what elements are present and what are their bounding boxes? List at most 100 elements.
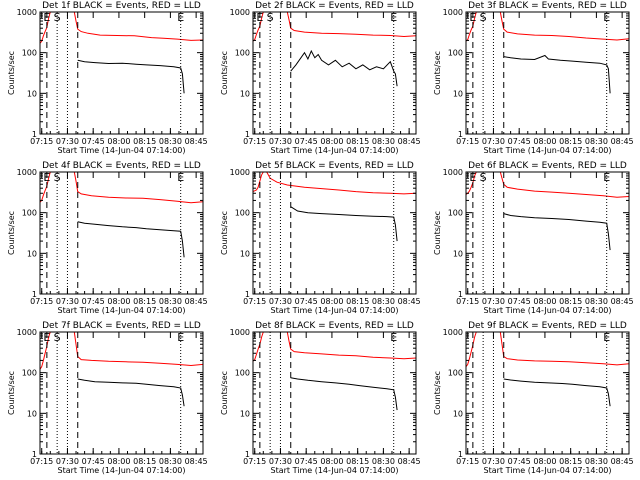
x-tick-label: 08:15 xyxy=(559,457,582,466)
marker-label: S xyxy=(480,171,487,184)
x-axis-label: Start Time (14-Jun-04 07:14:00) xyxy=(484,146,612,155)
panel-title: Det 7f BLACK = Events, RED = LLD xyxy=(42,321,201,331)
marker-label: S xyxy=(480,11,487,24)
detector-panel-5: Det 5f BLACK = Events, RED = LLD 1 10 100 10… xyxy=(220,161,421,315)
lld-series-line xyxy=(466,12,477,42)
y-tick-label: 1000 xyxy=(17,328,37,337)
y-tick-label: 1000 xyxy=(230,328,250,337)
y-tick-label: 10 xyxy=(240,249,250,258)
x-tick-label: 08:00 xyxy=(107,457,130,466)
y-tick-label: 100 xyxy=(448,49,463,58)
x-tick-label: 07:15 xyxy=(456,457,479,466)
x-tick-label: 07:45 xyxy=(82,457,105,466)
x-tick-label: 08:00 xyxy=(320,137,343,146)
y-tick-label: 1 xyxy=(32,130,37,139)
y-tick-label: 1000 xyxy=(443,8,463,17)
marker-label: S xyxy=(54,171,61,184)
events-series-line xyxy=(290,49,398,87)
x-tick-label: 08:45 xyxy=(398,457,421,466)
events-series-line xyxy=(503,213,611,251)
x-tick-label: 07:45 xyxy=(82,297,105,306)
x-tick-label: 08:00 xyxy=(533,297,556,306)
x-tick-label: 07:30 xyxy=(56,297,79,306)
x-tick-label: 07:15 xyxy=(243,137,266,146)
x-tick-label: 08:45 xyxy=(611,457,634,466)
y-tick-label: 100 xyxy=(448,369,463,378)
x-tick-label: 08:30 xyxy=(159,457,182,466)
y-axis-label: Counts/sec xyxy=(433,211,442,255)
x-tick-label: 07:30 xyxy=(56,137,79,146)
events-series-line xyxy=(290,377,398,411)
x-tick-label: 08:30 xyxy=(372,297,395,306)
axes-frame xyxy=(465,331,630,455)
x-tick-label: 07:15 xyxy=(456,137,479,146)
marker-label: E xyxy=(177,331,184,344)
plot-area xyxy=(466,12,629,94)
x-tick-label: 08:15 xyxy=(133,297,156,306)
panel-title: Det 2f BLACK = Events, RED = LLD xyxy=(255,1,414,11)
lld-series-line xyxy=(253,172,264,193)
y-tick-label: 100 xyxy=(235,49,250,58)
x-tick-label: 08:15 xyxy=(346,457,369,466)
marker-label: E xyxy=(256,11,263,24)
y-tick-label: 1000 xyxy=(443,328,463,337)
panel-title: Det 1f BLACK = Events, RED = LLD xyxy=(42,1,201,11)
y-axis-label: Counts/sec xyxy=(220,371,229,415)
marker-label: S xyxy=(54,331,61,344)
y-tick-label: 100 xyxy=(235,369,250,378)
marker-label: E xyxy=(603,11,610,24)
y-tick-label: 100 xyxy=(22,209,37,218)
lld-series-line xyxy=(73,172,203,204)
x-tick-label: 08:00 xyxy=(320,297,343,306)
y-tick-label: 10 xyxy=(27,409,37,418)
x-tick-label: 08:30 xyxy=(585,137,608,146)
marker-label: E xyxy=(603,171,610,184)
x-tick-label: 07:30 xyxy=(482,457,505,466)
y-tick-label: 1 xyxy=(245,290,250,299)
panel-title: Det 5f BLACK = Events, RED = LLD xyxy=(255,161,414,171)
axes-frame xyxy=(39,171,204,295)
events-series-line xyxy=(77,378,185,407)
x-axis-label: Start Time (14-Jun-04 07:14:00) xyxy=(271,146,399,155)
x-tick-label: 07:45 xyxy=(508,297,531,306)
lld-series-line xyxy=(40,12,51,44)
x-tick-label: 08:30 xyxy=(372,457,395,466)
panel-title: Det 6f BLACK = Events, RED = LLD xyxy=(468,161,627,171)
axes-frame xyxy=(252,331,417,455)
lld-series-line xyxy=(253,12,264,42)
x-axis-label: Start Time (14-Jun-04 07:14:00) xyxy=(484,306,612,315)
axes-frame xyxy=(39,331,204,455)
axes-frame xyxy=(252,171,417,295)
x-tick-label: 08:00 xyxy=(320,457,343,466)
x-tick-label: 08:15 xyxy=(346,297,369,306)
x-tick-label: 08:15 xyxy=(559,297,582,306)
plot-area xyxy=(40,12,203,94)
y-tick-label: 1 xyxy=(245,450,250,459)
y-tick-label: 1000 xyxy=(230,168,250,177)
axes-frame xyxy=(465,171,630,295)
x-tick-label: 07:15 xyxy=(30,137,53,146)
y-tick-label: 1 xyxy=(32,450,37,459)
y-axis-label: Counts/sec xyxy=(220,211,229,255)
y-tick-label: 1 xyxy=(32,290,37,299)
x-tick-label: 07:15 xyxy=(30,297,53,306)
y-tick-label: 1000 xyxy=(230,8,250,17)
y-axis-label: Counts/sec xyxy=(7,51,16,95)
x-tick-label: 07:30 xyxy=(269,457,292,466)
y-tick-label: 1 xyxy=(245,130,250,139)
x-axis-label: Start Time (14-Jun-04 07:14:00) xyxy=(271,466,399,475)
marker-label: E xyxy=(390,331,397,344)
y-tick-label: 1 xyxy=(458,130,463,139)
x-tick-label: 08:00 xyxy=(107,137,130,146)
x-tick-label: 07:15 xyxy=(243,297,266,306)
lld-series-line xyxy=(466,332,477,367)
marker-label: E xyxy=(43,171,50,184)
y-tick-label: 100 xyxy=(235,209,250,218)
axes-frame xyxy=(252,11,417,135)
events-series-line xyxy=(290,206,398,242)
